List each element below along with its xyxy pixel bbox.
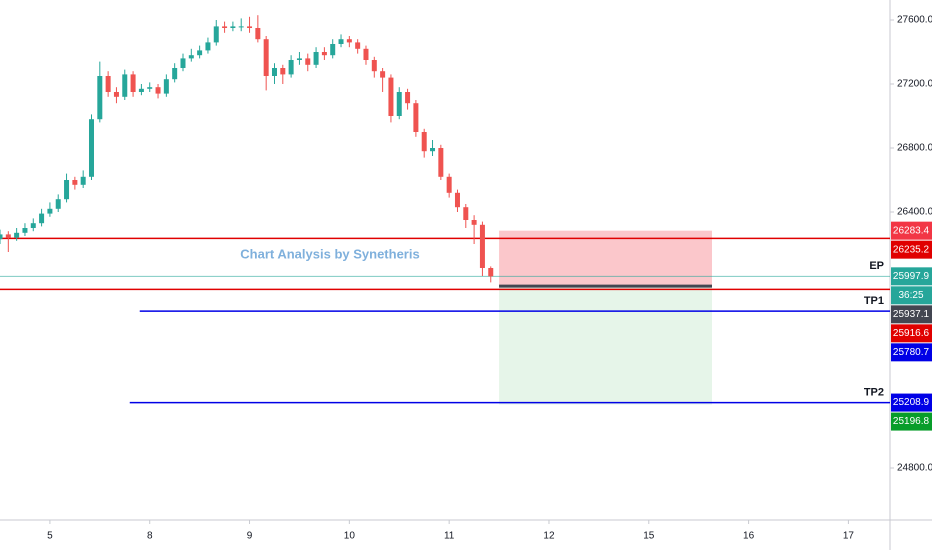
candle-body bbox=[222, 26, 228, 28]
candle-body bbox=[64, 180, 70, 200]
candle-body bbox=[396, 92, 402, 116]
candle-body bbox=[380, 71, 386, 78]
x-tick-label: 8 bbox=[147, 531, 153, 542]
candle-body bbox=[14, 232, 20, 238]
candle-body bbox=[5, 234, 11, 238]
candle-body bbox=[197, 50, 203, 56]
level-label: EP bbox=[869, 260, 884, 272]
price-label-box bbox=[891, 286, 932, 305]
candle-body bbox=[405, 92, 411, 104]
price-label-box bbox=[891, 412, 932, 431]
price-label-box bbox=[891, 393, 932, 412]
price-label: 25196.8 bbox=[893, 416, 930, 427]
candle-body bbox=[213, 26, 219, 43]
candle-body bbox=[430, 148, 436, 152]
candle-body bbox=[105, 76, 111, 92]
y-tick-label: 27600.0 bbox=[897, 15, 932, 26]
price-label-box bbox=[891, 343, 932, 362]
candle-body bbox=[471, 220, 477, 225]
price-label: 25997.9 bbox=[893, 271, 930, 282]
x-tick-label: 10 bbox=[344, 531, 356, 542]
price-label-box bbox=[891, 221, 932, 240]
candle-body bbox=[238, 26, 244, 28]
candle-body bbox=[0, 234, 3, 240]
price-label: 25916.6 bbox=[893, 328, 930, 339]
candle-body bbox=[263, 39, 269, 76]
candle-body bbox=[388, 77, 394, 116]
level-label: TP1 bbox=[864, 295, 884, 307]
candle-body bbox=[55, 199, 61, 209]
candle-body bbox=[230, 26, 236, 28]
candle-body bbox=[321, 52, 327, 56]
candle-body bbox=[72, 180, 78, 185]
candle-body bbox=[155, 87, 161, 94]
candle-body bbox=[280, 68, 286, 75]
x-tick-label: 12 bbox=[543, 531, 555, 542]
candle-body bbox=[346, 39, 352, 43]
x-tick-label: 16 bbox=[743, 531, 755, 542]
candle-body bbox=[172, 68, 178, 80]
y-tick-label: 26800.0 bbox=[897, 143, 932, 154]
y-tick-label: 24800.0 bbox=[897, 463, 932, 474]
candle-body bbox=[130, 74, 136, 92]
price-label: 25780.7 bbox=[893, 347, 930, 358]
target-zone bbox=[499, 286, 712, 405]
candle-body bbox=[180, 58, 186, 68]
candle-body bbox=[138, 88, 144, 92]
price-label: 36:25 bbox=[898, 290, 923, 301]
candle-body bbox=[479, 224, 485, 268]
price-label: 25208.9 bbox=[893, 397, 930, 408]
x-tick-label: 9 bbox=[247, 531, 253, 542]
candle-body bbox=[188, 55, 194, 59]
x-tick-label: 5 bbox=[47, 531, 53, 542]
candle-body bbox=[255, 28, 261, 40]
candle-body bbox=[463, 207, 469, 220]
candle-body bbox=[330, 44, 336, 56]
candle-body bbox=[413, 103, 419, 132]
candle-body bbox=[271, 68, 277, 76]
price-label-box bbox=[891, 305, 932, 324]
candle-body bbox=[363, 48, 369, 60]
candle-body bbox=[288, 60, 294, 75]
candle-body bbox=[446, 176, 452, 193]
candle-body bbox=[338, 39, 344, 44]
price-label-box bbox=[891, 324, 932, 343]
price-label: 25937.1 bbox=[893, 309, 930, 320]
watermark: Chart Analysis by Synetheris bbox=[240, 246, 419, 261]
x-tick-label: 11 bbox=[444, 531, 455, 542]
x-tick-label: 17 bbox=[843, 531, 855, 542]
candle-body bbox=[205, 42, 211, 51]
y-tick-label: 26400.0 bbox=[897, 207, 932, 218]
y-tick-label: 27200.0 bbox=[897, 79, 932, 90]
candle-body bbox=[488, 268, 494, 277]
candle-body bbox=[47, 208, 53, 214]
candle-body bbox=[296, 58, 302, 60]
price-label: 26283.4 bbox=[893, 225, 930, 236]
candle-body bbox=[22, 228, 28, 233]
level-label: TP2 bbox=[864, 386, 884, 398]
candle-body bbox=[30, 223, 36, 228]
candle-body bbox=[313, 52, 319, 65]
candle-body bbox=[147, 87, 153, 89]
candle-body bbox=[97, 76, 103, 120]
candle-body bbox=[371, 60, 377, 72]
price-label-box bbox=[891, 240, 932, 259]
price-label: 26235.2 bbox=[893, 244, 930, 255]
candle-body bbox=[421, 132, 427, 152]
candle-body bbox=[113, 92, 119, 97]
candle-body bbox=[80, 176, 86, 185]
candle-body bbox=[39, 213, 45, 224]
candle-body bbox=[454, 192, 460, 208]
candle-body bbox=[305, 58, 311, 65]
candle-body bbox=[163, 79, 169, 94]
candle-body bbox=[88, 119, 94, 177]
candle-body bbox=[355, 42, 361, 49]
candle-body bbox=[122, 74, 128, 97]
price-label-box bbox=[891, 267, 932, 286]
x-tick-label: 15 bbox=[643, 531, 655, 542]
candle-body bbox=[247, 26, 253, 28]
candle-body bbox=[438, 148, 444, 177]
